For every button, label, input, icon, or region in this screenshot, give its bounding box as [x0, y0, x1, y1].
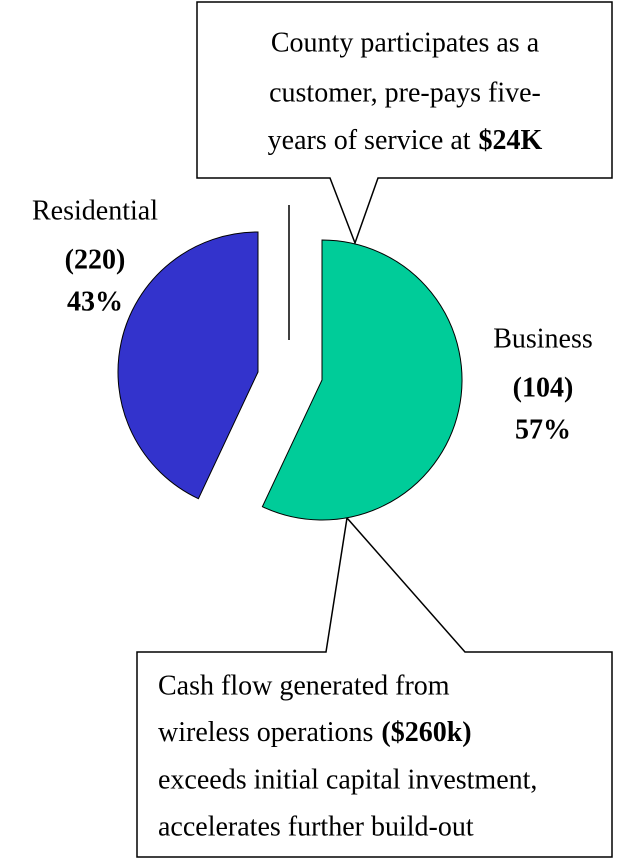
callout-text: years of service at — [268, 125, 471, 156]
callout-text: accelerates further build-out — [158, 811, 474, 842]
callout-text: Cash flow generated from — [158, 670, 450, 701]
slice-label: Residential — [32, 195, 158, 226]
callout-bottom: Cash flow generated from wireless operat… — [136, 516, 613, 858]
callout-text: years of service at $24K — [268, 125, 543, 156]
value-label: 43% — [67, 286, 123, 317]
slice-label: Business — [493, 323, 593, 354]
callout-text: exceeds initial capital investment, — [158, 764, 537, 795]
callout-text: customer, pre-pays five- — [269, 77, 541, 108]
callout-text: wireless operations ($260k) — [158, 717, 472, 748]
callout-text: County participates as a — [271, 27, 540, 58]
callout-top: County participates as a customer, pre-p… — [196, 1, 613, 246]
pie-slice — [117, 231, 259, 500]
value-label: 57% — [515, 414, 571, 445]
pie-slice — [261, 239, 463, 521]
callout-box — [196, 1, 613, 246]
count-label: (220) — [65, 244, 126, 275]
callout-bold: ($260k) — [381, 717, 471, 748]
count-label: (104) — [513, 372, 574, 403]
callout-box — [136, 516, 613, 858]
callout-text: wireless operations — [158, 717, 373, 748]
callout-bold: $24K — [479, 125, 543, 156]
